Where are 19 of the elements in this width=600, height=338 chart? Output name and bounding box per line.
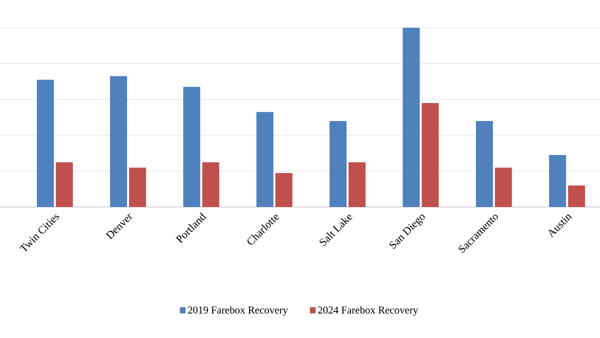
- bar: [476, 120, 493, 207]
- legend-label: 2019 Farebox Recovery: [188, 306, 288, 316]
- bar: [402, 28, 420, 207]
- bar: [422, 103, 439, 207]
- bar: [494, 168, 512, 207]
- bar: [348, 162, 366, 207]
- bar: [330, 120, 347, 207]
- bar: [36, 80, 54, 207]
- bar: [568, 185, 586, 207]
- x-tick-label: Salt Lake: [320, 214, 352, 246]
- bar: [183, 86, 200, 207]
- bar: [110, 76, 128, 207]
- bar: [56, 162, 73, 207]
- bar: [549, 155, 566, 207]
- bar: [202, 162, 220, 207]
- bar: [275, 172, 292, 207]
- bar: [256, 112, 274, 207]
- legend-label: 2024 Farebox Recovery: [318, 306, 418, 316]
- bar: [129, 168, 146, 207]
